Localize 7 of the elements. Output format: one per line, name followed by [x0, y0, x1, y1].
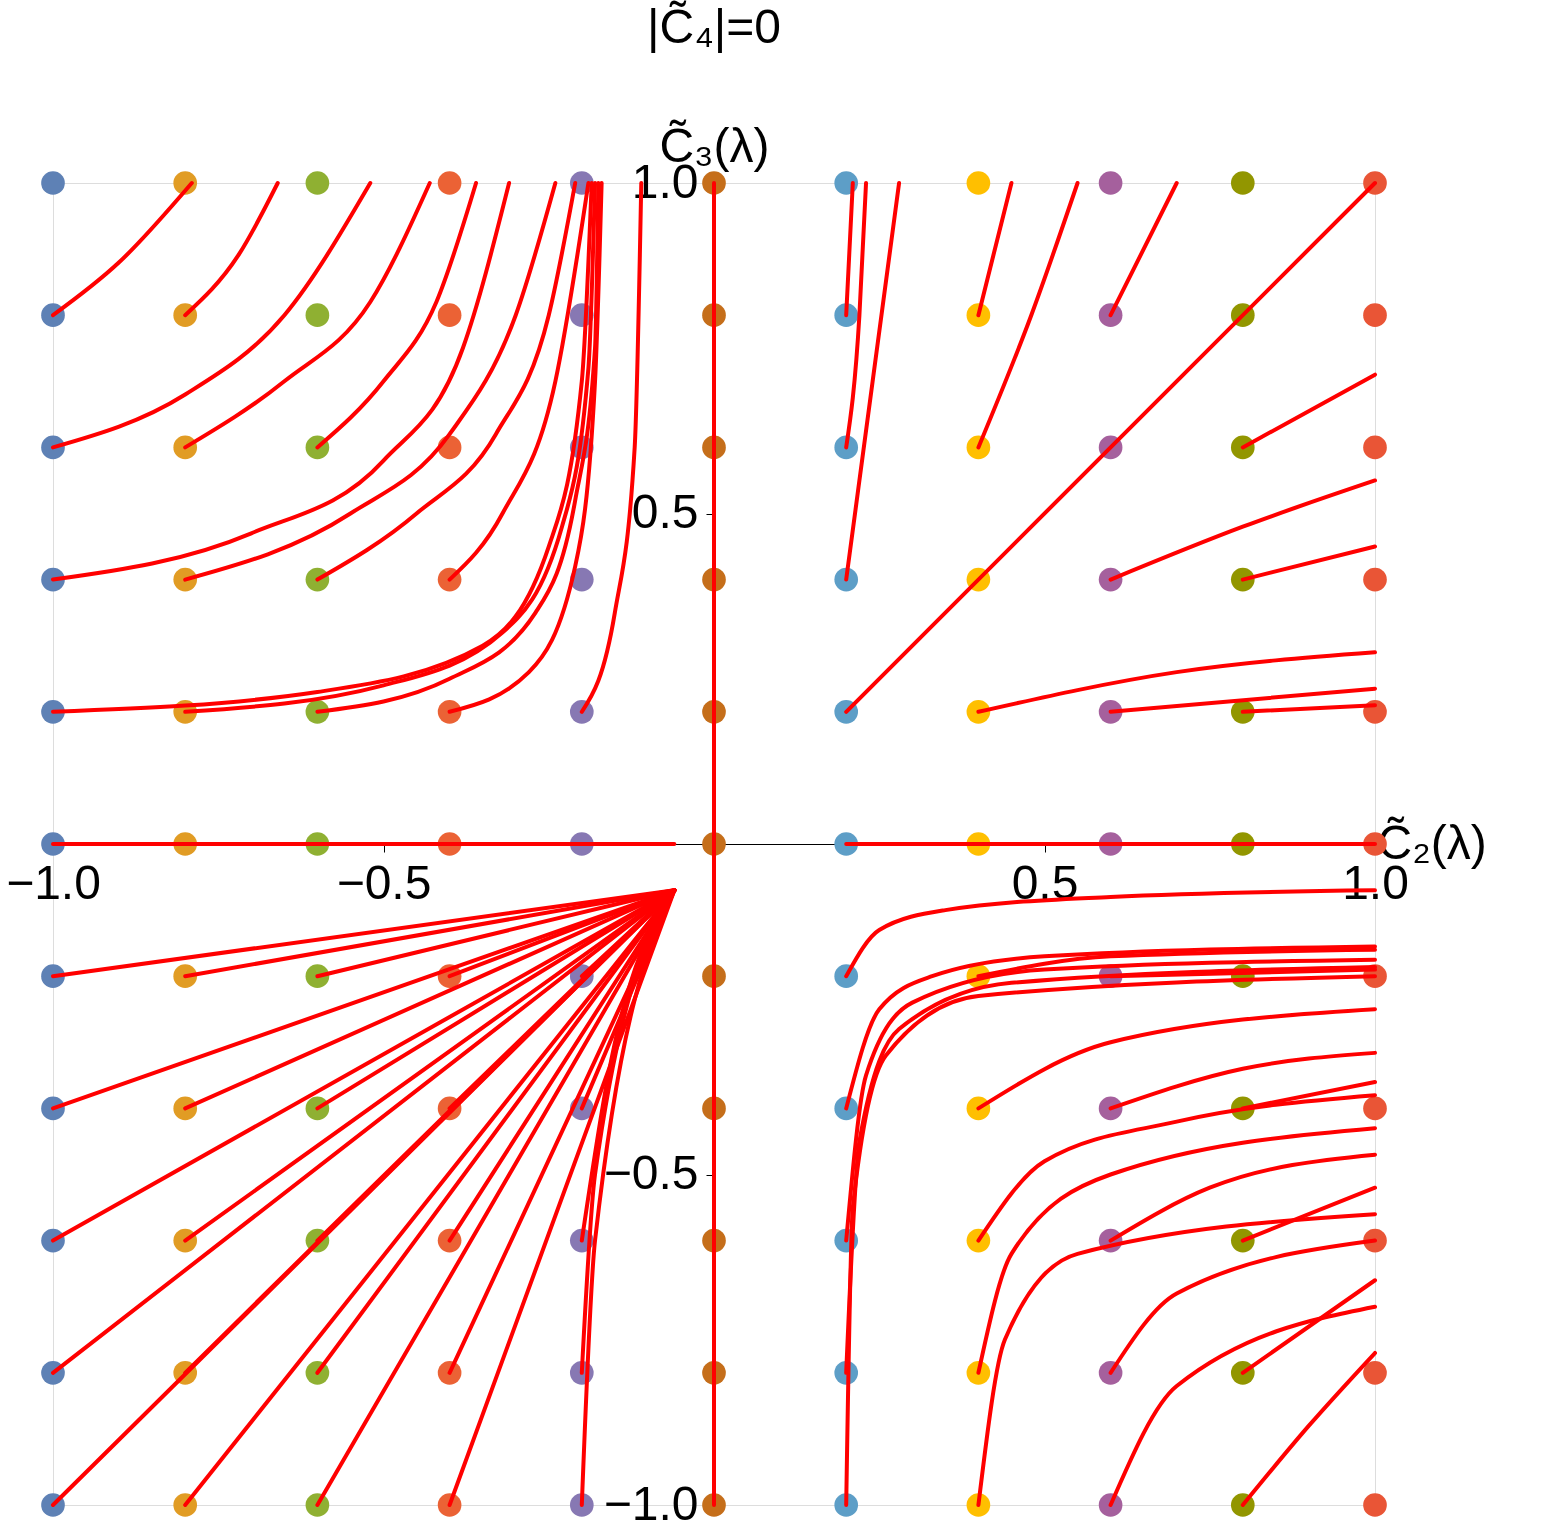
y-tick-label: −0.5 — [603, 1146, 699, 1199]
x-tick-label: 0.5 — [1011, 855, 1079, 909]
y-tick-label: 0.5 — [631, 485, 699, 538]
chart-title: |C̃₄|=0 — [647, 0, 781, 53]
y-tick-label: −1.0 — [603, 1476, 699, 1530]
x-tick-label: −1.0 — [6, 855, 101, 909]
x-tick-label: −0.5 — [336, 855, 432, 909]
